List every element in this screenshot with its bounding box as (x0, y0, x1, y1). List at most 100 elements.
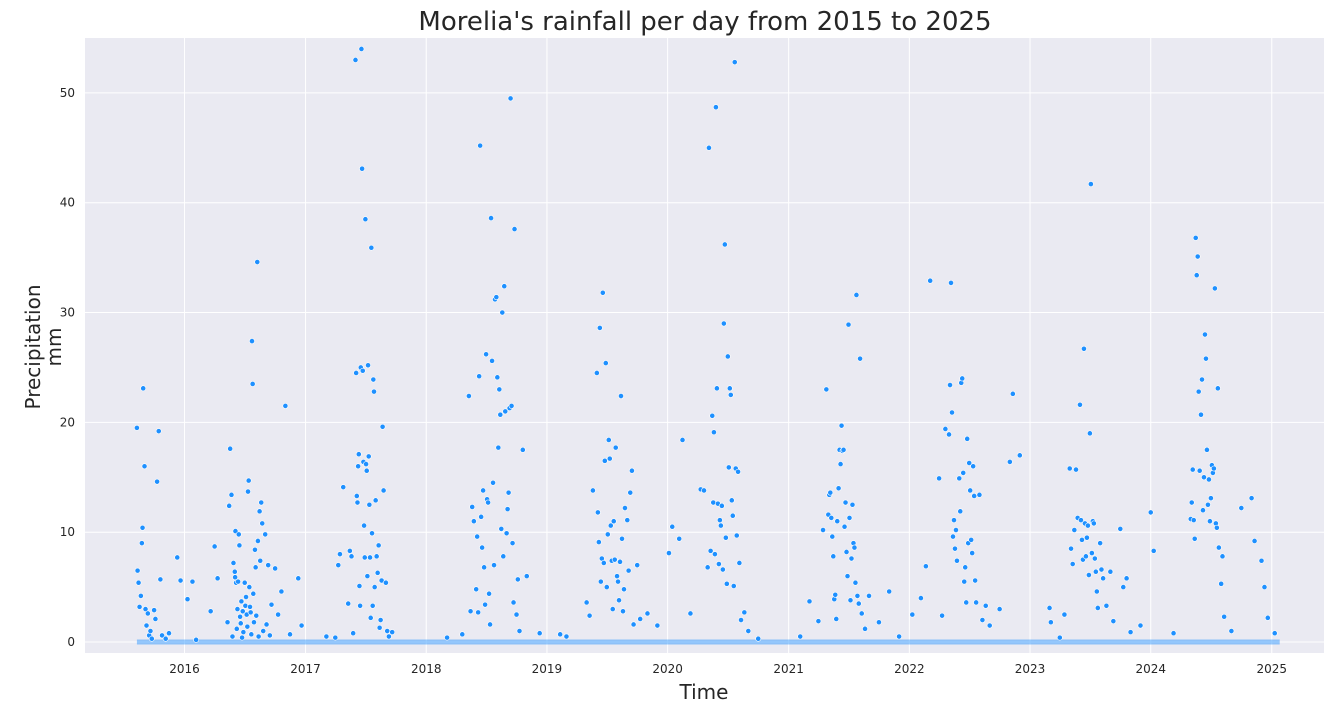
data-point (843, 549, 850, 555)
data-point (1120, 584, 1127, 591)
data-point (1090, 520, 1097, 527)
data-point (1091, 555, 1098, 562)
data-point (603, 584, 610, 591)
data-point (470, 518, 477, 525)
data-point (380, 487, 387, 494)
data-point (848, 555, 855, 562)
data-point (590, 487, 596, 494)
data-point (624, 517, 631, 524)
x-tick-label: 2021 (773, 662, 804, 676)
data-point (625, 567, 632, 574)
data-point (619, 535, 625, 542)
data-point (950, 533, 956, 540)
data-point (833, 616, 840, 622)
data-point (1258, 557, 1265, 564)
data-point (266, 632, 273, 639)
data-point (1123, 575, 1130, 582)
data-point (852, 579, 859, 586)
data-point (236, 542, 243, 549)
data-point (374, 569, 381, 576)
data-point (847, 597, 854, 604)
data-point (1194, 253, 1201, 260)
data-point (707, 547, 714, 554)
data-point (1189, 466, 1196, 473)
data-point (231, 568, 238, 575)
data-point (593, 370, 600, 376)
data-point (389, 629, 396, 636)
data-point (1261, 584, 1268, 591)
data-point (1056, 634, 1063, 641)
data-point (358, 46, 365, 52)
data-point (353, 493, 360, 499)
data-point (144, 610, 151, 617)
data-point (1238, 505, 1245, 511)
x-tick-label: 2025 (1256, 662, 1287, 676)
data-point (519, 446, 526, 453)
data-point (709, 412, 716, 419)
x-tick-label: 2018 (411, 662, 442, 676)
data-point (609, 606, 616, 612)
data-point (287, 631, 293, 638)
data-point (254, 259, 261, 265)
data-point (252, 564, 259, 571)
data-point (250, 590, 257, 597)
data-point (644, 610, 651, 617)
data-point (147, 628, 154, 634)
data-point (1107, 568, 1114, 575)
data-point (138, 540, 145, 547)
data-point (232, 574, 239, 581)
data-point (1094, 605, 1101, 611)
x-tick-label: 2023 (1015, 662, 1046, 676)
data-point (523, 573, 530, 580)
data-point (927, 277, 934, 284)
data-point (262, 531, 269, 538)
data-point (498, 526, 505, 532)
data-point (832, 591, 839, 598)
data-point (356, 583, 363, 589)
data-point (337, 551, 343, 558)
data-point (972, 577, 979, 584)
data-point (604, 531, 611, 538)
data-point (383, 579, 389, 586)
data-point (1046, 605, 1053, 611)
data-point (359, 165, 365, 172)
data-point (143, 622, 150, 629)
data-point (1069, 561, 1076, 567)
data-point (837, 461, 844, 468)
data-point (174, 554, 181, 561)
data-point (1192, 234, 1199, 241)
data-point (1248, 495, 1255, 502)
data-point (706, 144, 712, 151)
data-point (851, 544, 858, 551)
data-point (514, 576, 521, 583)
data-point (363, 461, 369, 468)
data-point (241, 579, 248, 586)
data-point (563, 633, 570, 640)
data-point (829, 533, 836, 540)
data-point (248, 631, 255, 638)
data-point (379, 423, 386, 430)
data-point (736, 560, 743, 566)
data-point (1081, 345, 1087, 352)
data-point (355, 463, 362, 470)
data-point (155, 428, 162, 435)
data-point (1009, 390, 1016, 397)
data-point (151, 607, 158, 614)
data-point (853, 292, 860, 298)
data-point (481, 564, 488, 571)
data-point (340, 484, 347, 491)
data-point (606, 455, 613, 462)
data-point (886, 588, 893, 595)
data-point (507, 95, 514, 102)
data-point (258, 499, 265, 506)
data-point (669, 523, 676, 530)
data-point (485, 499, 491, 506)
data-point (243, 594, 249, 600)
data-point (234, 606, 241, 612)
data-point (166, 630, 172, 637)
data-point (373, 553, 380, 560)
data-point (249, 381, 256, 387)
data-point (1211, 285, 1218, 292)
data-point (483, 351, 489, 358)
data-point (1202, 331, 1208, 338)
